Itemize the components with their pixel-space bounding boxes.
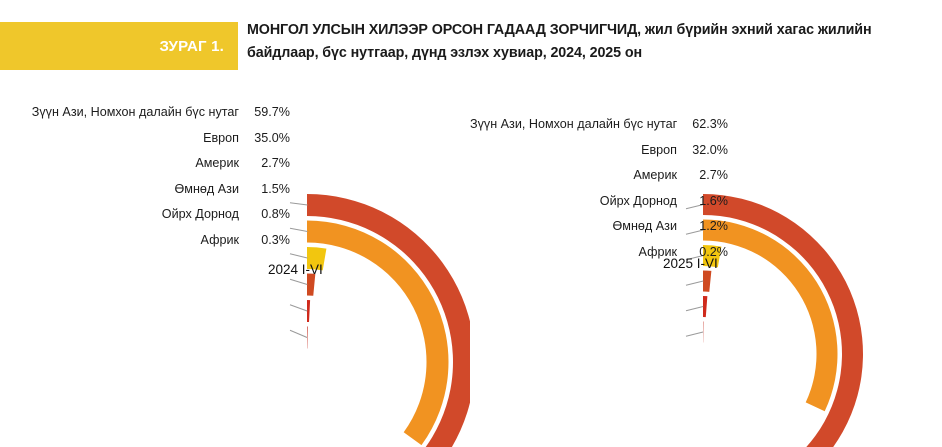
leader-line bbox=[289, 227, 308, 232]
chart-label-value: 59.7% bbox=[254, 105, 290, 119]
radial-bar-segment bbox=[703, 245, 722, 268]
chart-year-caption-2024: 2024 I-VI bbox=[268, 262, 323, 277]
leader-line bbox=[289, 304, 308, 312]
chart-label-category: Европ bbox=[203, 130, 239, 145]
chart-label-category: Өмнөд Ази bbox=[174, 181, 239, 196]
leader-line bbox=[289, 278, 308, 285]
chart-label-value: 2.7% bbox=[261, 156, 290, 170]
radial-bar-segment bbox=[703, 270, 712, 292]
chart-label-value: 0.3% bbox=[261, 232, 290, 247]
radial-bar-chart-2024 bbox=[289, 194, 470, 447]
chart-label-category: Ойрх Дорнод bbox=[599, 193, 677, 208]
chart-label-category: Африк bbox=[638, 244, 677, 259]
chart-year-caption-2025: 2025 I-VI bbox=[663, 256, 718, 271]
leader-line bbox=[289, 202, 308, 206]
chart-label-row: Европ 35.0% bbox=[0, 130, 290, 146]
radial-bar-segment bbox=[703, 296, 708, 318]
leader-line bbox=[685, 280, 704, 286]
chart-label-value: 2.7% bbox=[699, 168, 728, 182]
radial-bar-segment bbox=[307, 247, 327, 271]
radial-bar-segment bbox=[703, 194, 863, 447]
leader-line bbox=[289, 329, 308, 338]
chart-label-value: 1.6% bbox=[699, 193, 728, 208]
leader-line bbox=[685, 204, 704, 210]
chart-label-row: Африк 0.2% bbox=[470, 244, 728, 260]
figure-number-badge: ЗУРАГ 1. bbox=[0, 22, 238, 70]
chart-label-row: Европ 32.0% bbox=[470, 142, 728, 158]
chart-label-value: 32.0% bbox=[692, 142, 728, 157]
chart-label-category: Өмнөд Ази bbox=[612, 219, 677, 233]
chart-label-category: Африк bbox=[200, 232, 239, 247]
chart-label-category: Америк bbox=[633, 168, 677, 182]
figure-number-label: ЗУРАГ 1. bbox=[159, 37, 224, 55]
chart-label-value: 1.2% bbox=[699, 219, 728, 233]
chart-panel-2025: Зүүн Ази, Номхон далайн бүс нутаг 62.3% Ев… bbox=[470, 92, 942, 447]
radial-bar-segment bbox=[703, 219, 838, 412]
chart-label-category: Европ bbox=[641, 142, 677, 157]
chart-label-row: Зүүн Ази, Номхон далайн бүс нутаг 62.3% bbox=[470, 116, 728, 132]
leader-line bbox=[289, 253, 308, 259]
chart-label-value: 0.8% bbox=[261, 207, 290, 221]
chart-panel-2024: Зүүн Ази, Номхон далайн бүс нутаг 59.7% Ев… bbox=[0, 92, 470, 447]
leader-line bbox=[685, 255, 704, 261]
chart-label-value: 1.5% bbox=[261, 181, 290, 196]
chart-label-value: 62.3% bbox=[692, 117, 728, 131]
radial-bar-segment bbox=[307, 273, 316, 296]
chart-label-row: Зүүн Ази, Номхон далайн бүс нутаг 59.7% bbox=[0, 104, 290, 120]
chart-label-category: Америк bbox=[195, 156, 239, 170]
radial-bar-segment bbox=[307, 326, 308, 349]
radial-bar-segment bbox=[307, 194, 470, 447]
leader-line bbox=[685, 306, 704, 312]
leader-line bbox=[685, 331, 704, 337]
chart-label-row: Америк 2.7% bbox=[0, 155, 290, 171]
leader-line bbox=[685, 229, 704, 235]
chart-label-row: Өмнөд Ази 1.2% bbox=[470, 218, 728, 234]
chart-label-row: Өмнөд Ази 1.5% bbox=[0, 181, 290, 197]
chart-label-category: Зүүн Ази, Номхон далайн бүс нутаг bbox=[31, 105, 239, 119]
radial-bar-chart-2025 bbox=[685, 194, 863, 447]
radial-bar-segment bbox=[307, 300, 311, 323]
radial-bar-segment bbox=[307, 220, 449, 446]
chart-label-value: 35.0% bbox=[254, 130, 290, 145]
chart-label-row: Ойрх Дорнод 1.6% bbox=[470, 193, 728, 209]
chart-header: ЗУРАГ 1. МОНГОЛ УЛСЫН ХИЛЭЭР ОРСОН ГАДАА… bbox=[0, 0, 942, 92]
chart-label-row: Ойрх Дорнод 0.8% bbox=[0, 206, 290, 222]
page-title: МОНГОЛ УЛСЫН ХИЛЭЭР ОРСОН ГАДААД ЗОРЧИГЧ… bbox=[247, 22, 872, 61]
chart-label-row: Америк 2.7% bbox=[470, 167, 728, 183]
chart-label-category: Ойрх Дорнод bbox=[161, 207, 239, 221]
chart-label-value: 0.2% bbox=[699, 244, 728, 259]
chart-label-category: Зүүн Ази, Номхон далайн бүс нутаг bbox=[470, 117, 678, 131]
chart-label-row: Африк 0.3% bbox=[0, 232, 290, 248]
